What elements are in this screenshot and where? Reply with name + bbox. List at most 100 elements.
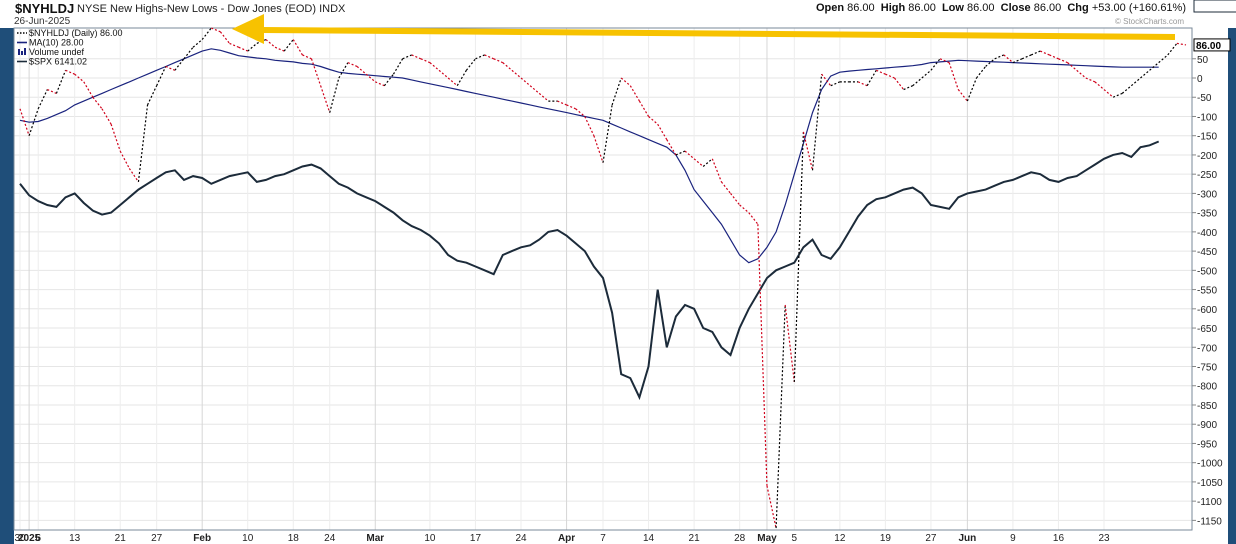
high-value: 86.00	[908, 2, 936, 14]
nyhldj-segment	[265, 39, 276, 48]
x-tick-label: 24	[324, 533, 336, 544]
nyhldj-segment	[1158, 54, 1169, 64]
date-label: 26-Jun-2025	[14, 16, 71, 27]
nyhldj-segment	[456, 70, 467, 87]
x-tick-label: 7	[600, 533, 606, 544]
nyhldj-segment	[775, 304, 786, 529]
nyhldj-segment	[657, 123, 668, 140]
nyhldj-segment	[912, 77, 923, 87]
nyhldj-segment	[292, 39, 303, 56]
legend-swatch	[18, 49, 20, 55]
nyhldj-segment	[101, 108, 112, 125]
nyhldj-segment	[903, 85, 913, 91]
legend-entry: $NYHLDJ (Daily) 86.00	[29, 28, 123, 38]
x-tick-label: 12	[834, 533, 846, 544]
nyhldj-segment	[274, 46, 285, 52]
nyhldj-segment	[247, 42, 258, 52]
nyhldj-segment	[1076, 69, 1087, 79]
y-tick-label: -950	[1197, 439, 1217, 450]
nyhldj-segment	[830, 81, 841, 87]
nyhldj-segment	[146, 85, 158, 106]
x-tick-label: Mar	[366, 533, 384, 544]
nyhldj-segment	[557, 100, 567, 106]
nyhldj-segment	[566, 104, 576, 110]
nyhldj-segment	[985, 58, 996, 67]
nyhldj-segment	[811, 74, 823, 171]
low-label: Low	[941, 2, 964, 14]
nyhldj-segment	[128, 168, 139, 183]
nyhldj-segment	[493, 58, 504, 64]
nyhldj-segment	[1176, 42, 1187, 46]
y-tick-label: -700	[1197, 343, 1217, 354]
nyhldj-segment	[1021, 54, 1032, 60]
nyhldj-segment	[1067, 62, 1078, 71]
nyhldj-segment	[821, 73, 832, 87]
x-tick-label: 23	[1098, 533, 1110, 544]
x-tick-label: 6	[35, 533, 41, 544]
nyhldj-segment	[520, 77, 531, 87]
y-tick-label: -350	[1197, 209, 1217, 220]
nyhldj-segment	[1121, 85, 1132, 94]
nyhldj-segment	[365, 73, 376, 83]
nyhldj-segment	[620, 77, 631, 87]
open-label: Open	[815, 2, 845, 14]
chg-value: +53.00 (+160.61%)	[1091, 2, 1186, 14]
nyhldj-segment	[156, 66, 167, 86]
nyhldj-segment	[310, 58, 322, 86]
nyhldj-segment	[1058, 58, 1068, 64]
close-value: 86.00	[1033, 2, 1062, 14]
x-tick-label: 14	[643, 533, 655, 544]
y-tick-label: -450	[1197, 247, 1217, 258]
x-tick-label: 13	[69, 533, 81, 544]
nyhldj-segment	[511, 69, 522, 79]
nyhldj-segment	[748, 212, 759, 225]
nyhldj-segment	[957, 89, 968, 102]
nyhldj-segment	[438, 69, 449, 79]
nyhldj-segment	[420, 58, 431, 64]
nyhldj-segment	[502, 62, 513, 71]
x-tick-label: 27	[151, 533, 163, 544]
nyhldj-segment	[37, 89, 48, 110]
nyhldj-segment	[666, 139, 677, 156]
y-tick-label: -50	[1197, 93, 1212, 104]
last-value-main-box	[1193, 38, 1231, 52]
chg-label: Chg	[1067, 2, 1089, 14]
x-tick-label: 17	[470, 533, 482, 544]
symbol-label[interactable]: $NYHLDJ	[15, 1, 75, 16]
nyhldj-segment	[876, 69, 886, 75]
nyhldj-segment	[219, 31, 230, 44]
nyhldj-segment	[229, 42, 239, 48]
nyhldj-segment	[201, 27, 212, 40]
last-value-main: 86.00	[1196, 41, 1221, 52]
y-tick-label: -900	[1197, 420, 1217, 431]
nyhldj-segment	[1030, 50, 1041, 56]
spx-line	[19, 140, 1160, 401]
y-tick-label: -550	[1197, 286, 1217, 297]
nyhldj-segment	[602, 104, 613, 163]
nyhldj-segment	[19, 108, 30, 136]
plot-border	[13, 27, 1193, 531]
nyhldj-segment	[1040, 50, 1050, 56]
x-tick-label: 28	[734, 533, 746, 544]
nyhldj-segment	[475, 54, 485, 60]
nyhldj-segment	[730, 193, 741, 206]
x-tick-label: 10	[424, 533, 436, 544]
nyhldj-segment	[302, 54, 312, 60]
nyhldj-segment	[92, 96, 103, 110]
nyhldj-segment	[1003, 54, 1014, 64]
nyhldj-segment	[238, 46, 248, 52]
x-axis-panel	[14, 530, 1228, 544]
y-tick-label: -1050	[1197, 478, 1223, 489]
legend-swatch	[24, 48, 26, 55]
legend-entry: MA(10) 28.00	[29, 38, 84, 48]
nyhldj-segment	[966, 77, 978, 102]
nyhldj-segment	[356, 66, 367, 75]
nyhldj-segment	[648, 116, 659, 125]
nyhldj-segment	[921, 69, 932, 79]
nyhldj-segment	[638, 100, 650, 117]
nyhldj-segment	[375, 81, 385, 87]
nyhldj-segment	[338, 62, 349, 79]
y-tick-label: -600	[1197, 305, 1217, 316]
nyhldj-segment	[28, 108, 39, 136]
